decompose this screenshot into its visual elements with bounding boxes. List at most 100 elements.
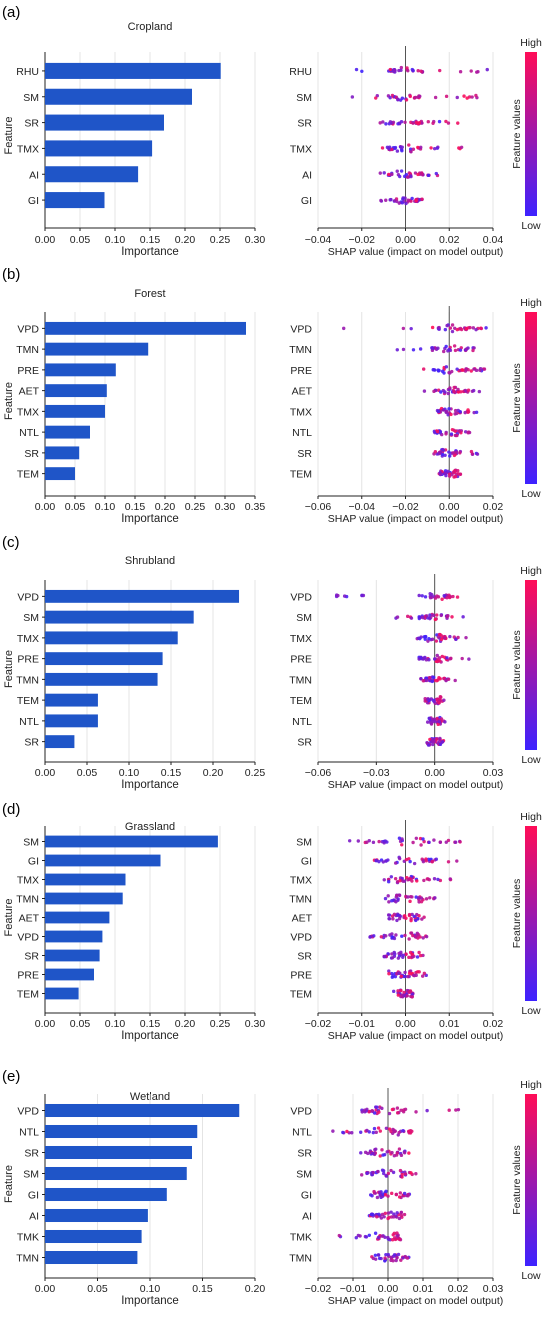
colorbar-title: Feature values <box>511 630 523 699</box>
shap-point <box>444 410 449 415</box>
shap-point <box>456 387 460 392</box>
shap-point <box>386 1252 391 1257</box>
shap-point <box>398 971 402 975</box>
shap-point <box>436 326 441 330</box>
shap-point <box>459 145 464 149</box>
shap-point <box>417 593 421 598</box>
shap-point <box>408 899 412 904</box>
shap-point <box>359 1151 363 1155</box>
shap-point <box>387 172 391 177</box>
shap-point <box>393 199 397 203</box>
shap-point <box>384 1173 388 1178</box>
shap-point <box>416 69 420 73</box>
shap-point <box>443 453 447 458</box>
shap-point <box>456 635 460 640</box>
shap-tick-label: −0.01 <box>348 1018 375 1030</box>
shap-point <box>380 1234 384 1238</box>
shap-point <box>453 326 457 331</box>
shap-point <box>374 1130 378 1135</box>
shap-point <box>455 433 459 438</box>
shap-point <box>433 368 437 372</box>
shap-point <box>425 1108 429 1113</box>
shap-point <box>430 739 434 743</box>
importance-tick-label: 0.05 <box>65 501 86 513</box>
shap-point <box>368 935 372 939</box>
colorbar-title: Feature values <box>511 99 523 168</box>
shap-point <box>417 970 421 974</box>
shap-point <box>402 1191 407 1196</box>
shap-point <box>410 995 414 999</box>
shap-point <box>479 326 484 331</box>
shap-point <box>458 348 463 352</box>
shap-point <box>451 471 455 475</box>
shap-point <box>453 840 458 844</box>
shap-point <box>384 122 388 126</box>
shap-point <box>445 596 449 600</box>
colorbar-high-label: High <box>520 37 542 49</box>
shap-point <box>457 146 461 150</box>
importance-tick-label: 0.20 <box>155 501 176 513</box>
importance-tick-label: 0.05 <box>70 1018 91 1030</box>
shap-point <box>402 1212 407 1217</box>
importance-bar-tem <box>45 467 75 481</box>
importance-bar-tmx <box>45 631 178 645</box>
shap-point <box>395 1111 400 1115</box>
shap-point <box>443 327 448 332</box>
shap-point <box>377 839 381 844</box>
shap-point <box>387 900 391 904</box>
shap-point <box>415 955 420 959</box>
shap-point <box>386 1171 391 1176</box>
shap-point <box>433 450 438 454</box>
importance-bar-ntl <box>45 714 98 728</box>
shap-point <box>360 593 364 598</box>
shap-tick-label: −0.03 <box>363 767 390 779</box>
shap-point <box>437 701 441 705</box>
shap-point <box>464 347 469 351</box>
shap-point <box>453 348 458 353</box>
shap-tick-label: 0.01 <box>413 1283 434 1295</box>
shap-point <box>378 1154 382 1158</box>
shap-feature-label: SR <box>297 118 312 130</box>
colorbar <box>525 580 537 750</box>
shap-point <box>438 68 442 73</box>
shap-point <box>391 120 396 125</box>
importance-category-label: SM <box>23 92 39 104</box>
shap-point <box>374 1105 378 1109</box>
shap-point <box>403 1172 408 1176</box>
shap-point <box>391 1259 395 1263</box>
importance-bar-gi <box>45 854 161 867</box>
shap-point <box>427 840 431 845</box>
importance-category-label: TMX <box>17 875 39 887</box>
shap-feature-label: VPD <box>290 932 312 944</box>
shap-point <box>383 1235 387 1239</box>
shap-feature-label: SM <box>296 837 312 849</box>
shap-point <box>409 174 413 179</box>
panel-shrubland: (c) Shrubland 0.00 0.05 0.10 0.15 0.20 0.25 VPD S… <box>2 534 542 791</box>
colorbar-title: Feature values <box>511 879 523 948</box>
shap-point <box>411 147 416 151</box>
shap-point <box>396 1252 401 1257</box>
importance-y-label: Feature <box>3 382 15 420</box>
shap-point <box>387 916 391 921</box>
shap-point <box>403 1107 408 1111</box>
shap-feature-label: AI <box>302 1211 312 1223</box>
panel-letter: (d) <box>2 801 20 818</box>
importance-bar-tmn <box>45 672 158 686</box>
importance-bar-ai <box>45 166 139 183</box>
shap-point <box>397 856 402 861</box>
shap-point <box>451 451 455 455</box>
shap-point <box>389 875 394 879</box>
shap-point <box>427 658 431 662</box>
shap-point <box>347 839 352 843</box>
importance-x-label: Importance <box>121 1030 179 1042</box>
shap-point <box>391 917 395 921</box>
shap-point <box>389 1210 393 1214</box>
shap-point <box>447 347 451 352</box>
shap-point <box>424 614 429 618</box>
panel-title: Shrubland <box>125 555 175 567</box>
colorbar <box>525 312 537 484</box>
shap-point <box>390 975 395 979</box>
shap-point <box>394 933 398 937</box>
shap-feature-label: SR <box>297 448 312 460</box>
